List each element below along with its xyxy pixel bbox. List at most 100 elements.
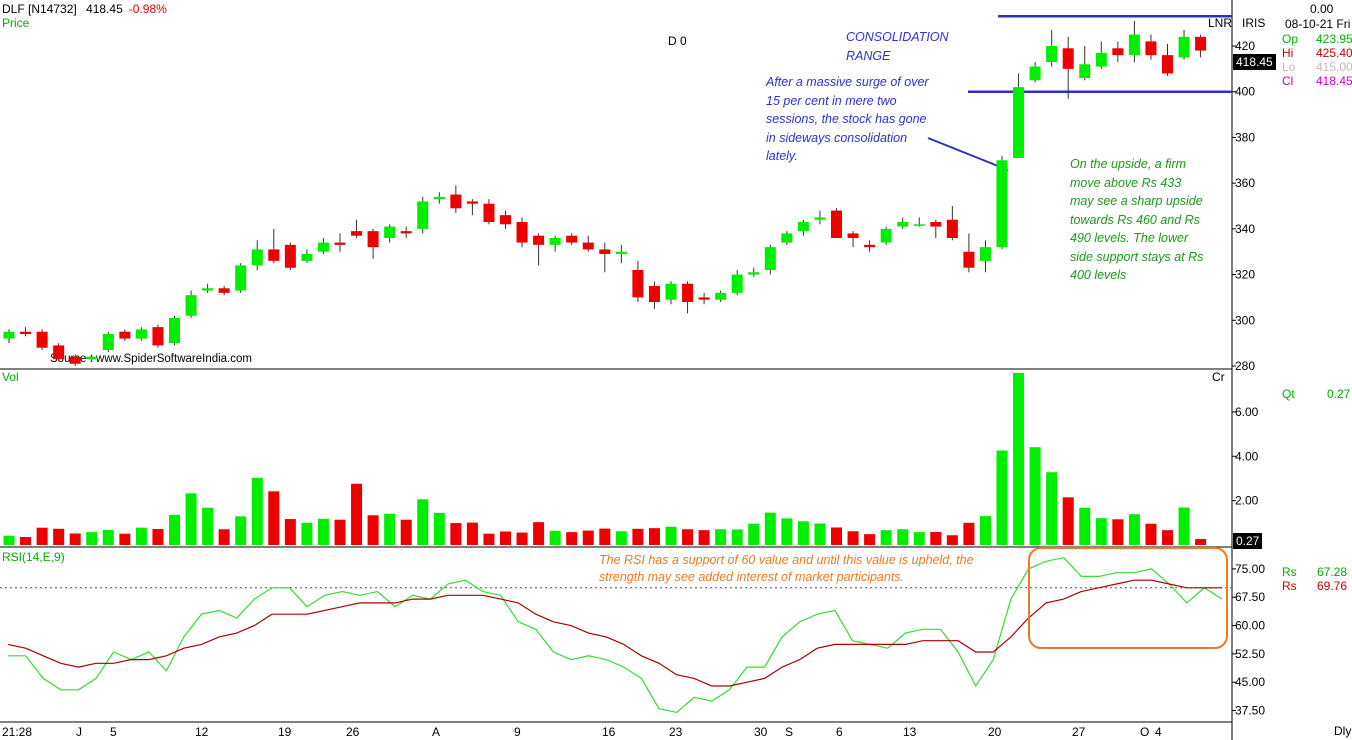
candle-up — [185, 295, 197, 316]
candle-down — [351, 231, 363, 236]
volume-bar — [615, 531, 627, 545]
x-tick-label: A — [432, 725, 440, 739]
source-label: Source : www.SpiderSoftwareIndia.com — [50, 353, 252, 365]
consolidation-title: CONSOLIDATION RANGE — [846, 30, 949, 63]
candle-down — [1162, 55, 1173, 74]
candle-up — [1046, 46, 1058, 62]
qt-label: Qt — [1282, 387, 1295, 401]
rsi-signal-line — [7, 579, 1222, 687]
candle-down — [946, 219, 958, 238]
volume-bar — [549, 530, 561, 545]
volume-bar — [1046, 472, 1058, 545]
candle-down — [1195, 36, 1207, 51]
upside-note: On the upside, a firm move above Rs 433 … — [1070, 157, 1204, 282]
volume-bar — [781, 518, 793, 545]
volume-bar — [483, 533, 495, 545]
price-tick-label: 360 — [1235, 176, 1255, 190]
x-tick-label: 12 — [195, 725, 209, 739]
candle-up — [1095, 52, 1107, 67]
volume-tick-label: 4.00 — [1235, 449, 1259, 463]
x-tick-label: 27 — [1072, 725, 1086, 739]
candle-down — [864, 244, 876, 248]
candle-down — [218, 288, 230, 293]
open-label: Op — [1282, 32, 1299, 46]
candle-up — [781, 233, 793, 243]
x-tick-label: 20 — [988, 725, 1002, 739]
x-tick-label: 5 — [110, 725, 117, 739]
volume-bar — [665, 526, 677, 545]
volume-bar — [814, 523, 826, 545]
close-label: Cl — [1282, 74, 1294, 88]
candle-down — [1112, 48, 1124, 56]
x-tick-label: 13 — [903, 725, 917, 739]
candle-up — [764, 247, 776, 270]
x-tick-label: 19 — [278, 725, 292, 739]
volume-bar — [648, 528, 660, 545]
volume-bar — [566, 532, 578, 545]
candle-down — [334, 242, 346, 245]
candle-up — [880, 228, 892, 243]
volume-bar — [384, 513, 396, 545]
volume-bar — [632, 528, 644, 545]
candle-up — [301, 254, 313, 261]
volume-bar — [284, 519, 296, 545]
volume-bar — [351, 483, 363, 545]
volume-bar — [36, 527, 48, 545]
volume-value-box: 0.27 — [1233, 533, 1263, 549]
volume-bar — [979, 516, 991, 545]
candle-down — [516, 222, 528, 243]
volume-bar — [466, 522, 478, 545]
info-value-top: 0.00 — [1310, 2, 1334, 16]
candle-up — [731, 274, 743, 293]
candle-down — [400, 231, 412, 234]
volume-bar — [185, 493, 197, 545]
volume-bar — [102, 529, 114, 545]
candle-up — [1013, 87, 1025, 158]
volume-bar — [218, 529, 230, 545]
qt-row: Qt 0.27 — [1282, 387, 1350, 401]
volume-bar — [533, 522, 545, 545]
candle-up — [135, 329, 147, 339]
volume-bar — [1029, 447, 1041, 545]
volume-bar — [847, 531, 859, 545]
candle-down — [483, 203, 495, 222]
x-tick-label: 23 — [669, 725, 683, 739]
volume-bar — [433, 512, 445, 545]
volume-bar — [913, 532, 925, 545]
candle-down — [847, 233, 859, 238]
low-row: Lo 415.00 — [1282, 60, 1352, 74]
last-price-label: 418.45 — [86, 2, 123, 16]
volume-bar — [417, 499, 429, 545]
volume-bar — [698, 530, 710, 545]
candle-up — [665, 283, 677, 300]
x-tick-label: 30 — [754, 725, 768, 739]
volume-bar — [1178, 507, 1190, 545]
candle-down — [450, 194, 462, 209]
volume-unit-label: Cr — [1212, 370, 1225, 384]
volume-bar — [1145, 523, 1157, 545]
candle-down — [930, 222, 942, 227]
candle-up — [169, 318, 180, 344]
volume-bar — [86, 532, 98, 545]
volume-bar — [963, 522, 975, 545]
candle-down — [963, 251, 975, 268]
candle-down — [698, 297, 710, 300]
candle-down — [1062, 48, 1074, 69]
price-tick-label: 380 — [1235, 130, 1255, 144]
price-tick-label: 420 — [1235, 39, 1255, 53]
volume-bar — [235, 516, 247, 545]
x-tick-label: 21:28 — [2, 725, 32, 739]
volume-bar — [831, 527, 842, 545]
volume-bar — [797, 521, 809, 545]
candle-up — [202, 288, 214, 291]
high-row: Hi 425.40 — [1282, 46, 1352, 60]
rsi-row: Rs 67.28 — [1282, 565, 1347, 579]
x-tick-label: 26 — [346, 725, 360, 739]
volume-bar — [930, 531, 942, 545]
candle-down — [466, 201, 478, 204]
candle-up — [251, 249, 263, 266]
volume-bar — [880, 530, 892, 545]
x-tick-label: S — [785, 725, 793, 739]
volume-bar — [169, 514, 180, 545]
